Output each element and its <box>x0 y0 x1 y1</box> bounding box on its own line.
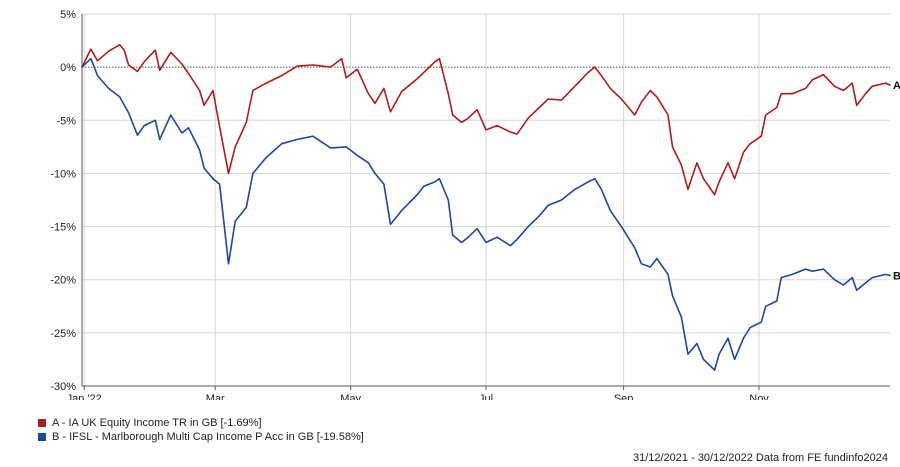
series-end-label-b: B <box>893 270 900 282</box>
tick-labels: 5% 0% -5% -10% -15% -20% -25% -30%Jan '22 Mar May… <box>50 9 769 400</box>
legend: A - IA UK Equity Income TR in GB [-1.69%… <box>38 416 364 444</box>
legend-item-a: A - IA UK Equity Income TR in GB [-1.69%… <box>38 416 364 430</box>
source-note: 31/12/2021 - 30/12/2022 Data from FE fun… <box>632 452 888 464</box>
y-tick-label: -25% <box>50 328 76 340</box>
legend-swatch-a <box>38 419 46 427</box>
x-tick-label: Mar <box>206 393 225 400</box>
legend-swatch-b <box>38 433 46 441</box>
legend-label-b: B - IFSL - Marlborough Multi Cap Income … <box>52 431 364 443</box>
y-tick-label: -15% <box>50 222 76 234</box>
y-tick-label: -30% <box>50 381 76 393</box>
grid <box>81 13 890 390</box>
series-layer: AB <box>81 43 900 371</box>
series-line-a <box>81 43 891 196</box>
x-tick-label: May <box>340 393 361 400</box>
x-tick-label: Nov <box>749 393 769 400</box>
y-tick-label: -5% <box>56 115 76 127</box>
y-tick-label: -10% <box>50 168 76 180</box>
x-tick-label: Jan '22 <box>67 393 102 400</box>
x-tick-label: Jul <box>479 393 493 400</box>
legend-item-b: B - IFSL - Marlborough Multi Cap Income … <box>38 430 364 444</box>
y-tick-label: 5% <box>60 9 76 21</box>
x-tick-label: Sep <box>614 393 634 400</box>
series-line-b <box>81 57 891 371</box>
series-end-label-a: A <box>893 80 900 92</box>
line-chart: AB 5%0%-5%-10%-15%-20%-25%-30%Jan '22 Mar… <box>50 9 900 400</box>
y-tick-label: 0% <box>60 62 76 74</box>
y-tick-label: -20% <box>50 275 76 287</box>
legend-label-a: A - IA UK Equity Income TR in GB [-1.69%… <box>52 417 262 429</box>
